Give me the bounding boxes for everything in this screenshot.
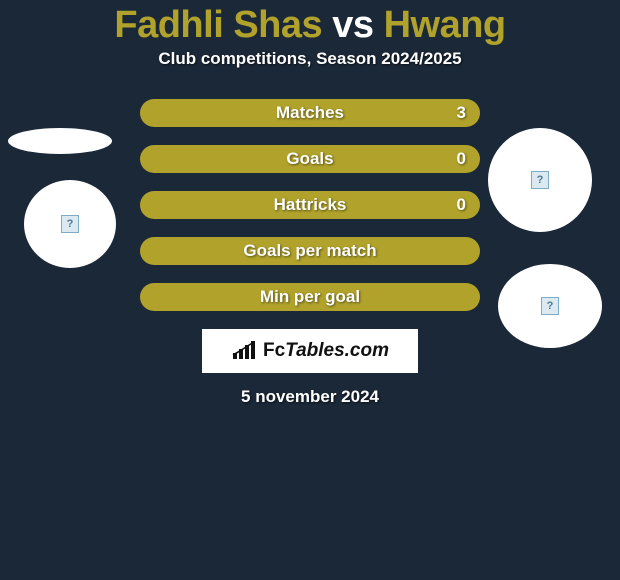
decor-ellipse-bottom_right: ? <box>498 264 602 348</box>
title-player2: Hwang <box>384 4 506 46</box>
stat-value: 3 <box>457 103 466 123</box>
decor-ellipse-top_left <box>8 128 112 154</box>
stat-label: Min per goal <box>140 287 480 307</box>
stat-row: Matches3 <box>140 99 480 127</box>
stat-row: Goals0 <box>140 145 480 173</box>
decor-ellipse-top_right: ? <box>488 128 592 232</box>
placeholder-icon: ? <box>531 171 549 189</box>
date-text: 5 november 2024 <box>0 387 620 407</box>
stat-label: Matches <box>140 103 480 123</box>
subtitle: Club competitions, Season 2024/2025 <box>0 49 620 69</box>
stat-value: 0 <box>457 195 466 215</box>
stat-label: Hattricks <box>140 195 480 215</box>
bars-icon <box>231 341 259 361</box>
stat-label: Goals <box>140 149 480 169</box>
stat-row: Goals per match <box>140 237 480 265</box>
page-title: Fadhli Shas vs Hwang <box>0 4 620 47</box>
stat-row: Min per goal <box>140 283 480 311</box>
logo-box: FcTables.com <box>202 329 418 373</box>
title-vs: vs <box>332 4 373 46</box>
stat-label: Goals per match <box>140 241 480 261</box>
fctables-logo: FcTables.com <box>231 340 389 362</box>
stat-row: Hattricks0 <box>140 191 480 219</box>
logo-prefix: Fc <box>263 340 285 361</box>
placeholder-icon: ? <box>541 297 559 315</box>
logo-suffix: Tables.com <box>285 340 389 361</box>
decor-ellipse-mid_left: ? <box>24 180 116 268</box>
stat-value: 0 <box>457 149 466 169</box>
placeholder-icon: ? <box>61 215 79 233</box>
title-player1: Fadhli Shas <box>114 4 322 46</box>
